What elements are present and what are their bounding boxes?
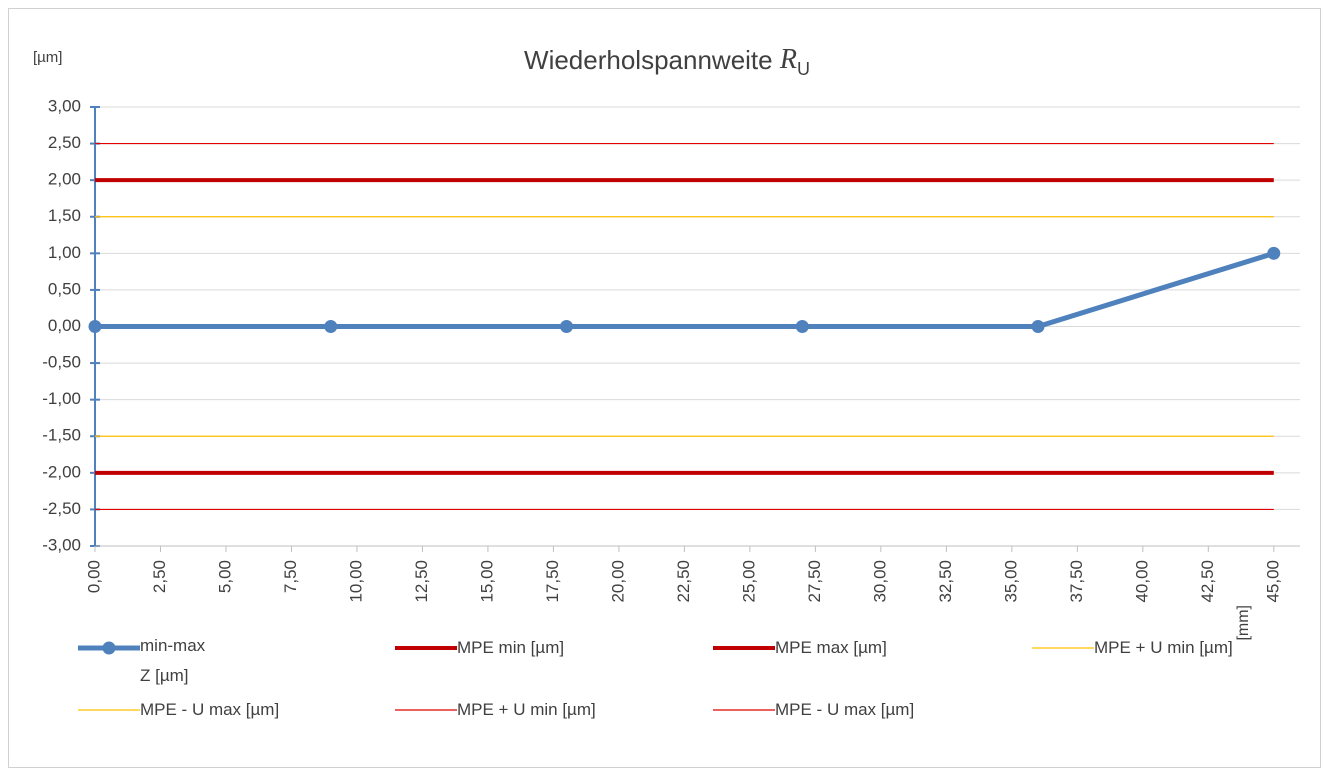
series-line — [95, 250, 1275, 329]
y-tick-label: 0,00 — [48, 316, 81, 335]
y-tick-label: 0,50 — [48, 279, 81, 298]
x-tick-label: 27,50 — [805, 560, 824, 603]
x-tick-label: 2,50 — [150, 560, 169, 593]
x-tick-label: 12,50 — [412, 560, 431, 603]
y-tick-label: 2,50 — [48, 133, 81, 152]
title-symbol: R — [779, 44, 797, 75]
y-tick-label: -0,50 — [42, 353, 81, 372]
legend-label: MPE min [µm] — [457, 638, 565, 657]
title-subscript: U — [797, 59, 810, 79]
y-tick-label: -2,00 — [42, 462, 81, 481]
series-marker — [88, 320, 102, 333]
legend-swatch — [713, 709, 775, 711]
x-tick-label: 22,50 — [674, 560, 693, 603]
x-tick-label: 10,00 — [346, 560, 365, 603]
x-tick-label: 25,00 — [739, 560, 758, 603]
x-axis-label: [mm] — [1235, 605, 1252, 641]
x-tick-label: 35,00 — [1001, 560, 1020, 603]
y-tick-label: -1,50 — [42, 426, 81, 445]
legend-swatch — [713, 646, 775, 650]
chart-title: Wiederholspannweite RU — [524, 44, 810, 78]
y-tick-label: 1,00 — [48, 243, 81, 262]
x-tick-label: 45,00 — [1263, 560, 1282, 603]
legend-swatch — [78, 709, 140, 711]
series-marker — [1267, 246, 1281, 260]
x-tick-label: 37,50 — [1067, 560, 1086, 603]
legend-label: MPE - U max [µm] — [140, 700, 280, 719]
x-tick-label: 40,00 — [1132, 560, 1151, 603]
y-tick-label: 2,00 — [48, 170, 81, 189]
y-axis-label: [µm] — [33, 49, 62, 66]
legend-swatch — [395, 709, 457, 711]
y-tick-label: 1,50 — [48, 206, 81, 225]
legend-item: MPE - U max [µm] — [78, 700, 279, 720]
legend-item: MPE max [µm] — [713, 638, 887, 658]
x-tick-label: 17,50 — [543, 560, 562, 603]
legend-item: MPE min [µm] — [395, 638, 564, 658]
title-text: Wiederholspannweite — [524, 45, 773, 75]
legend-item: min-max Z [µm] — [78, 636, 220, 691]
series-marker — [560, 320, 574, 333]
legend-marker — [102, 641, 116, 655]
legend-label: MPE + U min [µm] — [457, 700, 596, 719]
legend-swatch — [78, 641, 140, 655]
legend-item: MPE - U max [µm] — [713, 700, 914, 720]
y-tick-label: -1,00 — [42, 389, 81, 408]
x-tick-label: 30,00 — [870, 560, 889, 603]
x-tick-label: 0,00 — [84, 560, 103, 593]
legend-item: MPE + U min [µm] — [1032, 638, 1233, 658]
legend-item: MPE + U min [µm] — [395, 700, 596, 720]
x-tick-label: 15,00 — [477, 560, 496, 603]
x-tick-label: 42,50 — [1198, 560, 1217, 603]
legend-label: MPE max [µm] — [775, 638, 887, 657]
series-marker — [324, 320, 338, 333]
legend-swatch — [395, 646, 457, 650]
y-tick-label: -2,50 — [42, 499, 81, 518]
legend-label: MPE + U min [µm] — [1094, 638, 1233, 657]
x-tick-label: 5,00 — [215, 560, 234, 593]
y-tick-label: 3,00 — [48, 96, 81, 115]
x-tick-label: 32,50 — [936, 560, 955, 603]
series-marker — [1031, 320, 1045, 333]
legend-swatch — [1032, 647, 1094, 649]
legend-label: min-max Z [µm] — [140, 636, 206, 685]
x-tick-label: 20,00 — [608, 560, 627, 603]
legend-label: MPE - U max [µm] — [775, 700, 915, 719]
y-tick-label: -3,00 — [42, 535, 81, 554]
series-marker — [795, 320, 809, 333]
x-tick-label: 7,50 — [281, 560, 300, 593]
